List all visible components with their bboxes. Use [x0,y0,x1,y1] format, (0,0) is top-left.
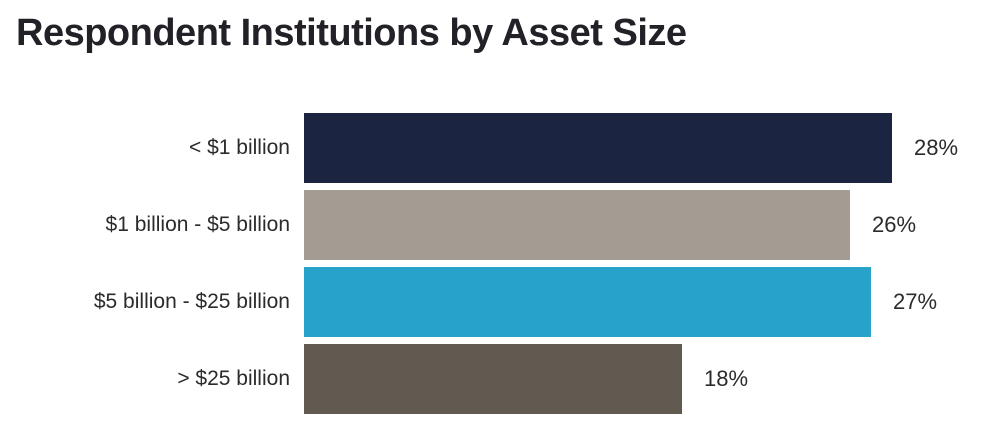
bar [304,190,850,260]
bar-track: 26% [304,190,916,260]
value-label: 18% [704,366,749,391]
value-label: 28% [914,135,959,160]
bar-row: > $25 billion 18% [0,344,1000,414]
bar-track: 18% [304,344,748,414]
bar [304,113,892,183]
category-label: < $1 billion [189,136,290,159]
bar [304,267,871,337]
category-label: $1 billion - $5 billion [105,213,290,236]
category-label: $5 billion - $25 billion [93,290,290,313]
bar-track: 28% [304,113,958,183]
chart-title: Respondent Institutions by Asset Size [16,12,687,54]
value-label: 27% [893,289,938,314]
bar-track: 27% [304,267,937,337]
category-label: > $25 billion [177,367,290,390]
bar-row: < $1 billion 28% [0,113,1000,183]
bar-chart: < $1 billion 28% $1 billion - $5 billion… [0,113,1000,421]
value-label: 26% [872,212,917,237]
bar-row: $1 billion - $5 billion 26% [0,190,1000,260]
bar [304,344,682,414]
bar-row: $5 billion - $25 billion 27% [0,267,1000,337]
